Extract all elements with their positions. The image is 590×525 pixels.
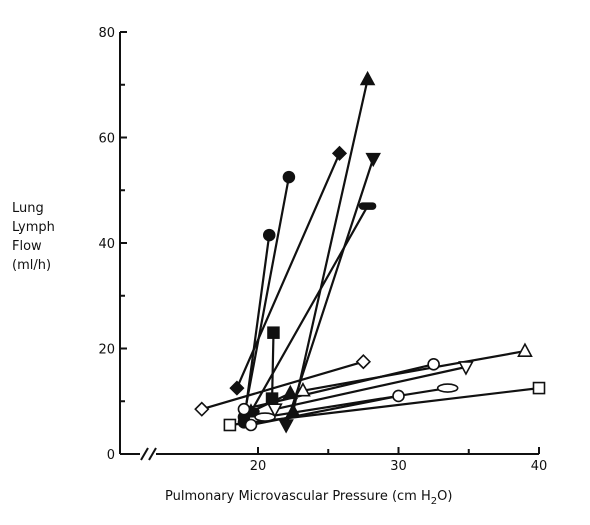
y-axis-label-line-3: Flow — [12, 239, 42, 254]
series-line-12 — [273, 365, 467, 411]
series-line-6 — [242, 234, 271, 424]
y-tick-label: 40 — [98, 237, 115, 252]
marker-filled-circle — [282, 170, 296, 184]
y-axis-label-line-1: Lung — [12, 201, 44, 216]
x-axis-break-mark-1 — [140, 447, 149, 461]
x-axis-label-end: O) — [437, 489, 452, 504]
x-tick-label: 20 — [250, 459, 267, 474]
marker-open-triangle-up — [517, 342, 533, 357]
marker-open-circle — [237, 402, 251, 416]
marker-filled-triangle-down — [278, 419, 294, 434]
marker-open-circle — [244, 418, 258, 432]
x-tick-label: 40 — [531, 459, 548, 474]
marker-open-circle — [392, 389, 405, 403]
marker-filled-triangle-up — [282, 384, 299, 400]
marker-filled-diamond — [229, 380, 245, 396]
x-axis-label-subscript: 2 — [431, 496, 437, 507]
marker-open-ellipse — [254, 412, 276, 422]
series-line-9 — [200, 360, 365, 411]
marker-open-square — [223, 418, 237, 432]
y-tick-label: 60 — [98, 132, 115, 147]
marker-filled-triangle-up — [285, 403, 301, 418]
marker-filled-triangle-up — [359, 70, 376, 86]
y-axis-label-line-4: (ml/h) — [12, 258, 51, 273]
y-tick-label: 0 — [107, 448, 115, 463]
marker-open-triangle-down — [267, 403, 283, 418]
marker-open-diamond — [194, 401, 210, 417]
y-tick-label: 80 — [98, 26, 115, 41]
marker-open-triangle-down — [458, 361, 474, 376]
marker-filled-square — [267, 326, 280, 339]
marker-open-triangle-up — [295, 382, 311, 397]
x-axis-label-main: Pulmonary Microvascular Pressure (cm H — [165, 489, 431, 504]
marker-open-ellipse — [436, 383, 459, 393]
x-axis-break-mark-2 — [148, 447, 157, 461]
marker-open-square — [532, 381, 546, 395]
y-axis-label: Lung Lymph Flow (ml/h) — [12, 201, 59, 273]
x-axis-label: Pulmonary Microvascular Pressure (cm H2O… — [165, 489, 452, 507]
series-line-4 — [242, 176, 290, 419]
marker-filled-diamond — [331, 145, 348, 161]
marker-open-circle — [427, 358, 440, 371]
series-lines — [200, 78, 541, 427]
marker-filled-triangle-down — [365, 152, 381, 168]
ticks: 0 20 40 60 80 20 30 40 — [98, 26, 547, 474]
series-line-10 — [301, 350, 527, 392]
series-line-1 — [292, 78, 369, 413]
marker-filled-dash — [358, 202, 377, 210]
x-tick-label: 30 — [390, 459, 407, 474]
series-markers — [194, 70, 546, 434]
marker-open-diamond — [355, 354, 372, 370]
y-tick-label: 20 — [98, 343, 115, 358]
series-line-15 — [228, 387, 541, 427]
y-axis-label-line-2: Lymph — [12, 220, 55, 235]
series-line-5 — [249, 205, 369, 413]
marker-filled-square — [265, 392, 279, 405]
marker-filled-circle — [262, 228, 276, 242]
